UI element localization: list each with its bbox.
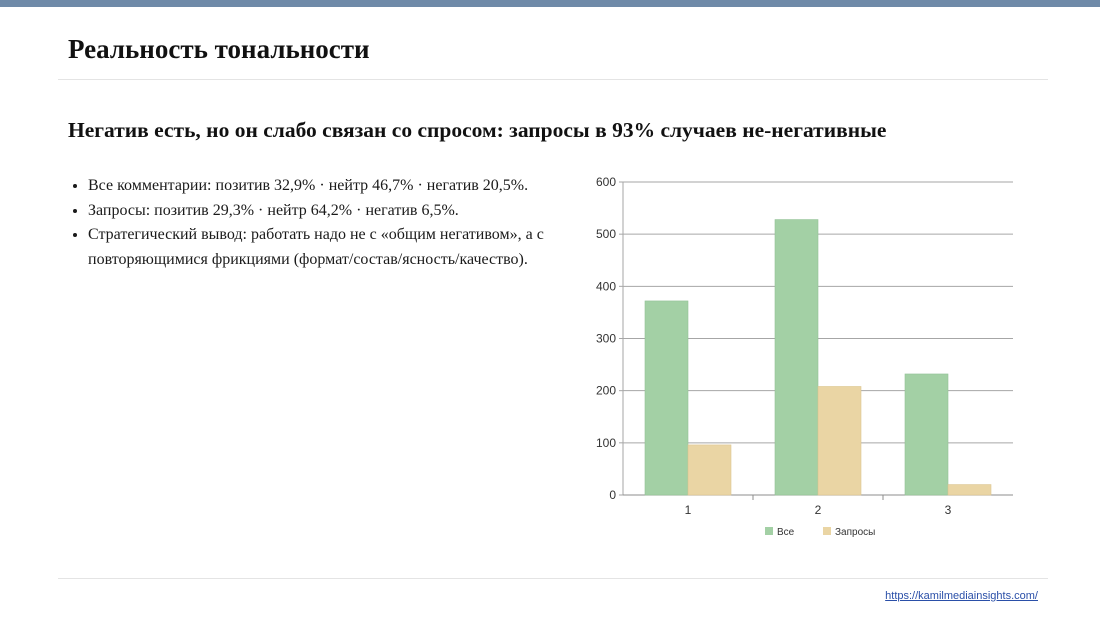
bullet-list: Все комментарии: позитив 32,9% · нейтр 4… xyxy=(66,174,558,272)
footer-divider xyxy=(58,578,1048,579)
legend-requests-swatch xyxy=(823,527,831,535)
bar-requests xyxy=(687,444,732,496)
bar-all xyxy=(774,219,819,496)
y-tick-label: 400 xyxy=(596,279,616,293)
x-tick-label: 1 xyxy=(685,503,692,517)
bar-requests xyxy=(817,386,862,496)
bullet-all-comments: Все комментарии: позитив 32,9% · нейтр 4… xyxy=(88,174,558,199)
y-tick-label: 200 xyxy=(596,384,616,398)
y-tick-label: 100 xyxy=(596,436,616,450)
x-tick-label: 2 xyxy=(815,503,822,517)
legend-all-swatch xyxy=(765,527,773,535)
y-tick-label: 0 xyxy=(609,488,616,502)
bullet-strategic-conclusion: Стратегический вывод: работать надо не с… xyxy=(88,223,558,272)
slide-subtitle: Негатив есть, но он слабо связан со спро… xyxy=(68,118,887,142)
y-tick-label: 300 xyxy=(596,332,616,346)
top-accent-bar xyxy=(0,0,1100,7)
y-tick-label: 600 xyxy=(596,175,616,189)
x-tick-label: 3 xyxy=(945,503,952,517)
bullet-requests: Запросы: позитив 29,3% · нейтр 64,2% · н… xyxy=(88,199,558,224)
bar-all xyxy=(644,300,689,496)
title-divider xyxy=(58,79,1048,80)
legend-all-label: Все xyxy=(777,527,795,538)
bar-requests xyxy=(947,484,992,496)
footer-link[interactable]: https://kamilmediainsights.com/ xyxy=(885,590,1038,602)
bar-all xyxy=(904,373,949,496)
bar-chart: 0 100 200 300 400 500 600 1 2 3 Все Запросы xyxy=(596,175,1013,538)
y-tick-label: 500 xyxy=(596,227,616,241)
slide-title: Реальность тональности xyxy=(68,34,370,64)
legend-requests-label: Запросы xyxy=(835,527,875,538)
